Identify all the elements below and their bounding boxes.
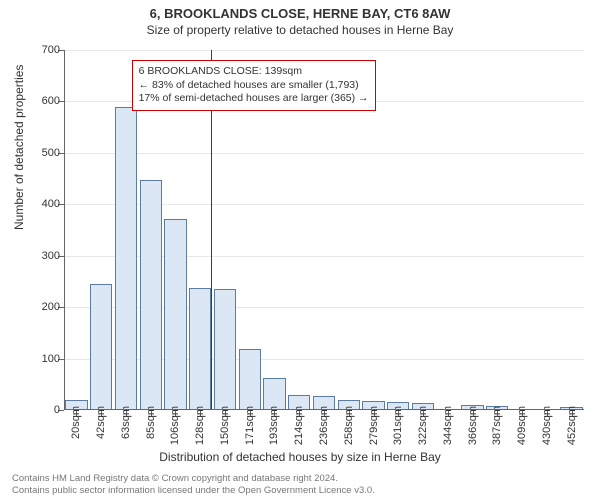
y-axis-line	[64, 50, 65, 410]
chart-title: 6, BROOKLANDS CLOSE, HERNE BAY, CT6 8AW	[0, 0, 600, 21]
y-tick-label: 300	[34, 250, 60, 262]
x-tick-label: 63sqm	[120, 406, 132, 439]
x-tick-label: 258sqm	[343, 406, 355, 445]
x-tick-label: 301sqm	[392, 406, 404, 445]
x-tick-label: 344sqm	[442, 406, 454, 445]
x-tick-label: 193sqm	[268, 406, 280, 445]
x-tick-label: 366sqm	[467, 406, 479, 445]
annotation-line: 17% of semi-detached houses are larger (…	[139, 92, 369, 106]
x-axis-line	[64, 409, 584, 410]
x-tick-label: 430sqm	[541, 406, 553, 445]
plot-wrap: 010020030040050060070020sqm42sqm63sqm85s…	[64, 50, 584, 410]
annotation-line: ← 83% of detached houses are smaller (1,…	[139, 79, 369, 93]
y-tick-label: 0	[34, 404, 60, 416]
x-tick-label: 214sqm	[293, 406, 305, 445]
x-tick-label: 85sqm	[145, 406, 157, 439]
x-tick-label: 322sqm	[417, 406, 429, 445]
y-tick-label: 200	[34, 301, 60, 313]
annotation-line: 6 BROOKLANDS CLOSE: 139sqm	[139, 65, 369, 79]
histogram-bar	[90, 284, 112, 410]
x-tick-label: 279sqm	[368, 406, 380, 445]
x-tick-label: 20sqm	[70, 406, 82, 439]
y-axis-title: Number of detached properties	[12, 65, 26, 230]
x-tick-label: 409sqm	[516, 406, 528, 445]
histogram-bar	[115, 107, 137, 410]
y-tick-label: 500	[34, 147, 60, 159]
histogram-bar	[214, 289, 236, 410]
x-tick-label: 42sqm	[95, 406, 107, 439]
chart-container: 6, BROOKLANDS CLOSE, HERNE BAY, CT6 8AW …	[0, 0, 600, 500]
histogram-bar	[140, 180, 162, 410]
grid-line	[64, 50, 584, 51]
x-axis-title: Distribution of detached houses by size …	[0, 450, 600, 464]
x-tick-label: 106sqm	[169, 406, 181, 445]
plot-area: 010020030040050060070020sqm42sqm63sqm85s…	[64, 50, 584, 410]
x-tick-label: 452sqm	[566, 406, 578, 445]
x-tick-label: 150sqm	[219, 406, 231, 445]
annotation-box: 6 BROOKLANDS CLOSE: 139sqm← 83% of detac…	[132, 60, 376, 111]
y-tick-label: 600	[34, 95, 60, 107]
footer-attribution: Contains HM Land Registry data © Crown c…	[12, 473, 375, 496]
y-tick-label: 100	[34, 353, 60, 365]
grid-line	[64, 153, 584, 154]
chart-subtitle: Size of property relative to detached ho…	[0, 21, 600, 37]
y-tick-label: 700	[34, 44, 60, 56]
x-tick-label: 171sqm	[244, 406, 256, 445]
x-tick-label: 236sqm	[318, 406, 330, 445]
histogram-bar	[189, 288, 211, 410]
histogram-bar	[164, 219, 186, 410]
x-tick-label: 128sqm	[194, 406, 206, 445]
x-tick-label: 387sqm	[491, 406, 503, 445]
histogram-bar	[239, 349, 261, 410]
y-tick-label: 400	[34, 198, 60, 210]
